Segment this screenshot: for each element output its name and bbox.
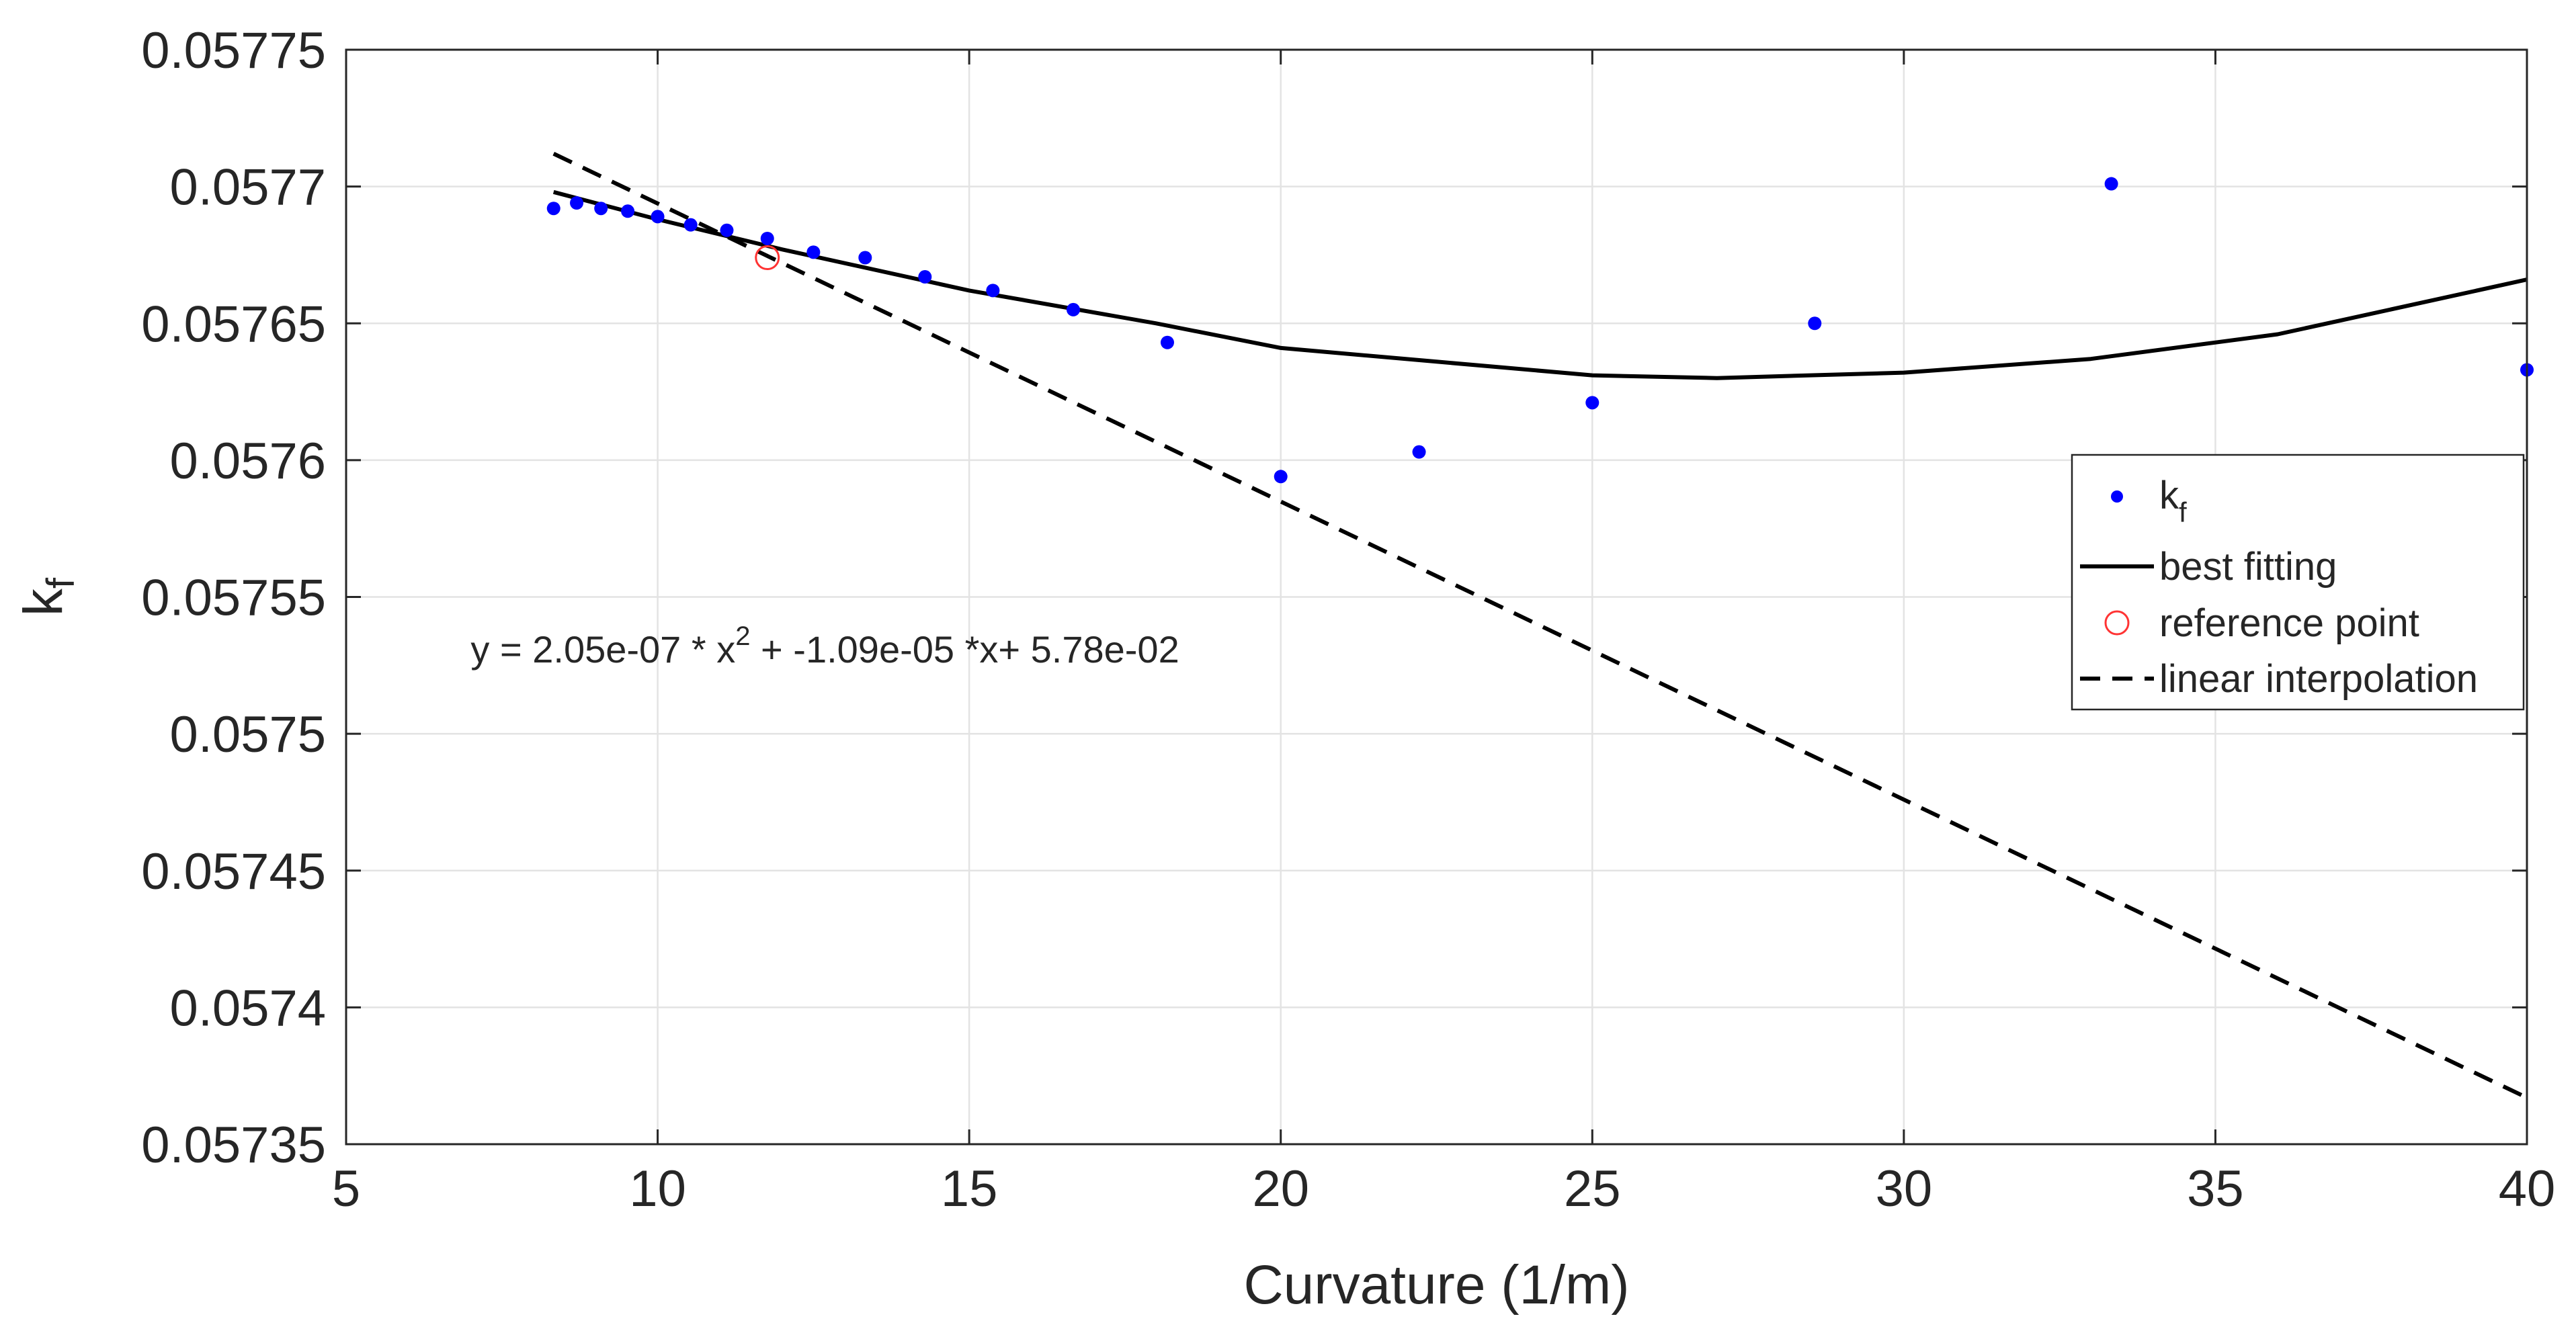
y-tick-label: 0.0577 [170,159,326,216]
legend-kf-label: kf [2159,474,2187,528]
fit-equation-exponent: 2 [735,621,750,651]
y-tick-label: 0.05765 [141,296,326,353]
y-tick-label: 0.0574 [170,980,326,1037]
y-axis-label-sub: f [39,577,83,589]
fit-equation-suffix: + -1.09e-05 *x+ 5.78e-02 [750,628,1179,671]
legend-lin-label: linear interpolation [2159,657,2478,701]
y-tick-label: 0.05775 [141,22,326,79]
kf-point [986,284,1000,298]
y-tick-label: 0.0575 [170,706,326,763]
legend-ref-label: reference point [2159,601,2419,645]
x-tick-label: 30 [1876,1160,1933,1217]
plot-area [546,152,2534,1100]
x-axis: 5 10 15 20 25 30 35 40 [332,50,2555,1217]
legend-best-label: best fitting [2159,545,2337,589]
kf-point [651,210,665,224]
x-tick-label: 40 [2499,1160,2556,1217]
kf-point [2104,177,2118,191]
kf-point [1274,470,1288,484]
kf-point [1160,335,1174,349]
legend-box [2071,454,2525,711]
x-tick-label: 15 [941,1160,998,1217]
linear-interpolation-line [552,152,2528,1100]
legend-ref-symbol [2104,610,2130,636]
kf-point [1412,445,1426,459]
kf-point [1808,316,1822,331]
kf-point [546,202,560,216]
y-axis-label: kf [13,577,83,616]
kf-point [570,196,584,210]
kf-point [621,204,635,218]
kf-point [1066,302,1080,316]
y-tick-label: 0.05745 [141,843,326,900]
y-tick-label: 0.0576 [170,433,326,490]
x-tick-label: 35 [2187,1160,2244,1217]
x-tick-label: 5 [332,1160,360,1217]
best-fitting-line [552,189,2528,380]
x-tick-label: 10 [629,1160,686,1217]
y-tick-label: 0.05755 [141,570,326,627]
kf-point [858,251,872,265]
kf-point [720,223,734,237]
y-axis: 0.05735 0.0574 0.05745 0.0575 0.05755 0.0576 0… [141,22,2527,1174]
kf-point [806,245,821,259]
legend-kf-label-sub: f [2179,497,2187,528]
fit-equation-prefix: y = 2.05e-07 * x [470,628,735,671]
reference-point [755,245,780,271]
kf-point [594,202,608,216]
legend-kf-symbol [2111,490,2123,503]
kf-point [683,218,698,232]
legend: kf best fitting reference point linear inte… [2071,454,2525,711]
y-tick-label: 0.05735 [141,1117,326,1174]
fit-equation: y = 2.05e-07 * x2 + -1.09e-05 *x+ 5.78e-… [470,621,1179,671]
legend-kf-label-main: k [2159,474,2179,517]
x-tick-label: 20 [1252,1160,1309,1217]
x-axis-label: Curvature (1/m) [1243,1254,1629,1316]
kf-point [918,270,932,284]
kf-point [1585,396,1599,410]
kf-point [760,232,774,246]
x-tick-label: 25 [1564,1160,1621,1217]
y-axis-label-main: k [13,588,74,616]
